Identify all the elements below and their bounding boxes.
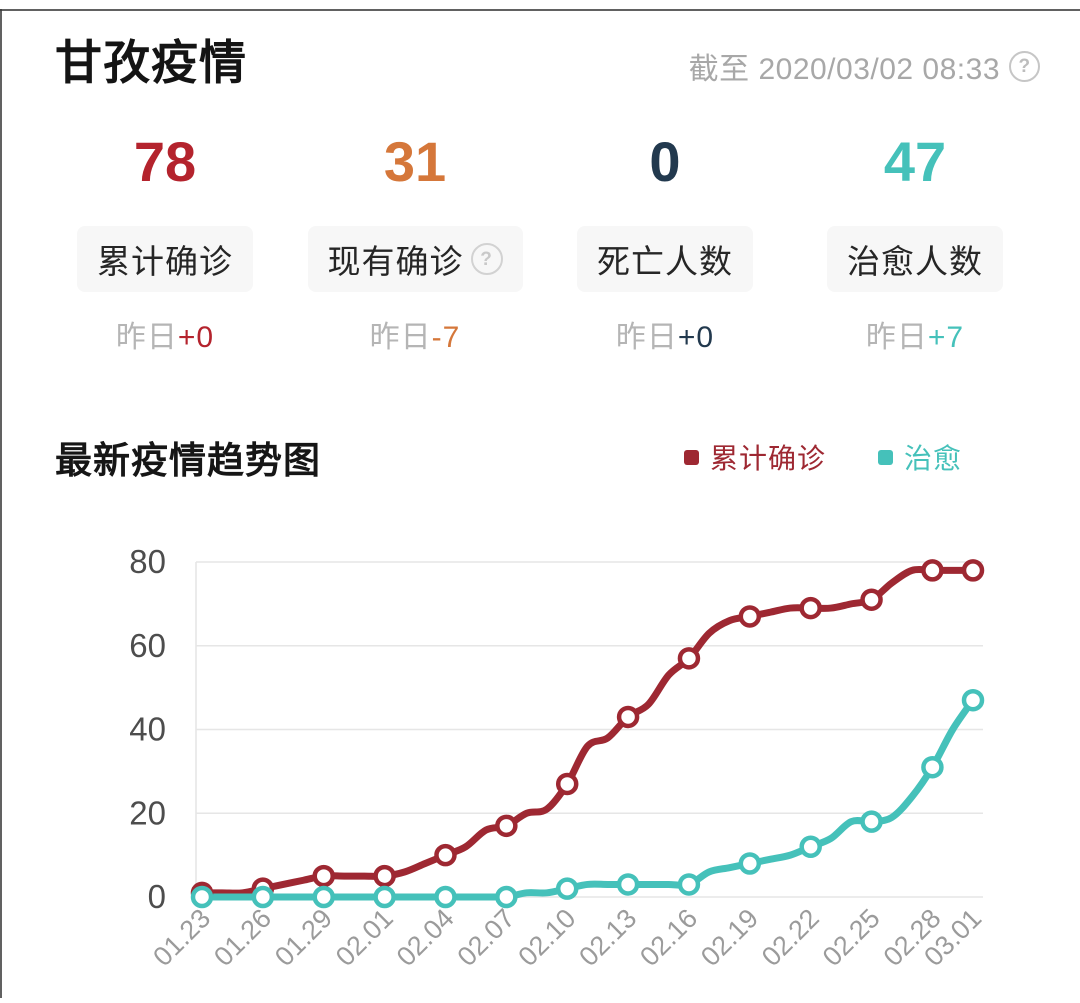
stat-card-existing-confirmed: 31 现有确诊? 昨日-7	[290, 134, 540, 356]
confirmed-data-point-marker[interactable]	[677, 647, 701, 670]
cured-data-point-marker[interactable]	[860, 810, 883, 833]
yesterday-label: 昨日	[369, 321, 432, 354]
legend-label-confirmed: 累计确诊	[709, 443, 826, 474]
as-of-timestamp-text: 截至 2020/03/02 08:33	[688, 53, 1000, 86]
stat-delta: 昨日-7	[290, 312, 540, 356]
cured-data-point-marker[interactable]	[373, 885, 396, 909]
stat-delta: 昨日+0	[40, 312, 290, 356]
yesterday-label: 昨日	[615, 321, 678, 354]
chart-legend: 累计确诊 治愈	[683, 437, 962, 477]
stat-delta: 昨日+7	[790, 312, 1040, 356]
confirmed-data-point-marker[interactable]	[434, 843, 457, 867]
stat-label-pill: 死亡人数	[577, 226, 753, 292]
cured-data-point-marker[interactable]	[495, 885, 518, 909]
confirmed-data-point-marker[interactable]	[495, 814, 518, 838]
screen-left-edge-line	[0, 9, 2, 998]
confirmed-data-point-marker[interactable]	[555, 772, 579, 796]
delta-value: +0	[177, 321, 215, 354]
stat-card-cumulative-confirmed: 78 累计确诊 昨日+0	[40, 134, 290, 356]
delta-value: -7	[431, 321, 461, 354]
delta-value: +0	[677, 321, 715, 354]
delta-value: +7	[927, 321, 965, 354]
cured-data-point-marker[interactable]	[312, 885, 335, 909]
x-axis-label: 01.29	[269, 903, 338, 972]
confirmed-data-point-marker[interactable]	[312, 864, 335, 888]
legend-swatch-cured	[877, 449, 893, 465]
screen-top-edge-line	[0, 9, 1080, 11]
cured-data-point-marker[interactable]	[799, 835, 822, 858]
as-of-timestamp: 截至 2020/03/02 08:33 ?	[689, 44, 1040, 88]
cured-data-point-marker[interactable]	[251, 885, 275, 909]
x-axis-label: 02.19	[695, 903, 764, 972]
stat-label: 死亡人数	[597, 243, 733, 280]
x-axis-label: 02.25	[817, 903, 886, 972]
confirmed-data-point-marker[interactable]	[738, 605, 762, 628]
trend-section-header: 最新疫情趋势图 累计确诊 治愈	[55, 430, 962, 484]
y-axis-label: 0	[148, 878, 166, 915]
confirmed-data-point-marker[interactable]	[961, 559, 985, 582]
cured-data-point-marker[interactable]	[677, 873, 701, 896]
stat-card-cured: 47 治愈人数 昨日+7	[790, 134, 1040, 356]
existing-confirmed-help-icon[interactable]: ?	[470, 243, 503, 275]
confirmed-data-point-marker[interactable]	[799, 596, 822, 620]
cured-data-point-marker[interactable]	[616, 873, 640, 896]
stat-value: 78	[133, 130, 197, 193]
x-axis-label: 02.10	[512, 903, 581, 972]
y-axis-label: 20	[129, 794, 166, 831]
yesterday-label: 昨日	[115, 321, 178, 354]
cured-data-point-marker[interactable]	[190, 885, 214, 909]
stat-card-deaths: 0 死亡人数 昨日+0	[540, 134, 790, 356]
stat-label: 治愈人数	[847, 243, 983, 280]
x-axis-label: 01.26	[208, 903, 277, 972]
stat-value: 47	[883, 130, 947, 193]
x-axis-label: 02.22	[756, 903, 825, 972]
confirmed-data-point-marker[interactable]	[616, 705, 640, 729]
stat-label-pill: 治愈人数	[827, 226, 1003, 292]
stat-label-pill: 累计确诊	[77, 226, 253, 292]
trend-section-title: 最新疫情趋势图	[55, 440, 321, 481]
legend-swatch-confirmed	[683, 449, 699, 465]
confirmed-data-point-marker[interactable]	[860, 588, 883, 611]
stat-value: 0	[649, 130, 681, 193]
cured-data-point-marker[interactable]	[921, 755, 944, 779]
cured-data-point-marker[interactable]	[434, 885, 457, 909]
confirmed-data-point-marker[interactable]	[921, 559, 944, 582]
confirmed-series-line	[198, 565, 977, 897]
yesterday-label: 昨日	[865, 321, 928, 354]
x-axis-label: 02.04	[391, 903, 460, 972]
cured-data-point-marker[interactable]	[961, 688, 985, 712]
x-axis-label: 02.13	[573, 903, 642, 972]
stat-label: 现有确诊	[327, 243, 464, 280]
x-axis-label: 02.16	[634, 903, 703, 972]
stat-value: 31	[383, 130, 447, 193]
x-axis-label: 02.07	[452, 903, 521, 972]
x-axis-label: 02.01	[330, 903, 399, 972]
cured-data-point-marker[interactable]	[738, 852, 762, 875]
trend-chart: 0 20 40 60 80 01.23 01.26 01.29 02.01 02.04 02.07 0…	[0, 478, 1080, 998]
header-help-icon[interactable]: ?	[1009, 50, 1040, 82]
stats-row: 78 累计确诊 昨日+0 31 现有确诊? 昨日-7 0 死亡人数 昨日+0 4…	[40, 134, 1040, 356]
stat-label: 累计确诊	[97, 243, 233, 280]
legend-item-cumulative-confirmed[interactable]: 累计确诊	[683, 437, 826, 477]
page-title: 甘孜疫情	[55, 36, 247, 89]
stat-label-pill: 现有确诊?	[307, 226, 523, 292]
cured-data-point-marker[interactable]	[555, 877, 579, 900]
y-axis-label: 40	[129, 711, 166, 748]
confirmed-data-point-marker[interactable]	[373, 864, 396, 888]
trend-chart-canvas[interactable]: 02040608001.2301.2601.2902.0102.0402.070…	[0, 478, 1080, 998]
legend-label-cured: 治愈	[903, 443, 962, 474]
legend-item-cured[interactable]: 治愈	[877, 437, 962, 477]
y-axis-label: 80	[129, 543, 166, 580]
stat-delta: 昨日+0	[540, 312, 790, 356]
y-axis-label: 60	[129, 627, 166, 664]
